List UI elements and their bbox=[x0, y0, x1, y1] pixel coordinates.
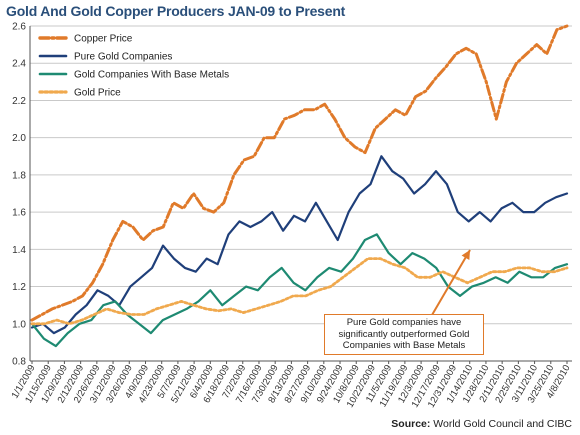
y-tick-label: 2.0 bbox=[12, 133, 26, 144]
legend-label-0: Copper Price bbox=[74, 34, 133, 45]
y-tick-label: 2.4 bbox=[12, 59, 26, 70]
arrow-shaft bbox=[431, 249, 471, 316]
source-note: Source: World Gold Council and CIBC bbox=[391, 418, 572, 430]
y-tick-label: 1.0 bbox=[12, 319, 26, 330]
y-tick-label: 1.2 bbox=[12, 282, 26, 293]
legend-label-2: Gold Companies With Base Metals bbox=[74, 70, 229, 81]
annotation-arrow bbox=[431, 249, 471, 316]
series-line-3 bbox=[30, 257, 569, 326]
y-tick-label: 1.6 bbox=[12, 208, 26, 219]
y-tick-label: 1.8 bbox=[12, 170, 26, 181]
arrow-head bbox=[461, 250, 470, 261]
annotation-box: Pure Gold companies have significantly o… bbox=[324, 314, 484, 355]
series-line-0 bbox=[30, 24, 569, 322]
series-line-2 bbox=[30, 233, 569, 348]
y-tick-label: 1.4 bbox=[12, 245, 26, 256]
series-layer bbox=[30, 24, 569, 348]
y-tick-label: 2.2 bbox=[12, 96, 26, 107]
legend-label-1: Pure Gold Companies bbox=[74, 52, 172, 63]
source-text: World Gold Council and CIBC bbox=[433, 418, 572, 430]
series-line-1 bbox=[30, 155, 569, 335]
chart-title: Gold And Gold Copper Producers JAN-09 to… bbox=[6, 3, 346, 19]
legend-label-3: Gold Price bbox=[74, 88, 121, 99]
y-tick-label: 0.8 bbox=[12, 357, 26, 368]
legend: Copper Price Pure Gold Companies Gold Comp… bbox=[38, 34, 229, 99]
y-tick-label: 2.6 bbox=[12, 22, 26, 33]
source-label: Source: bbox=[391, 418, 431, 430]
